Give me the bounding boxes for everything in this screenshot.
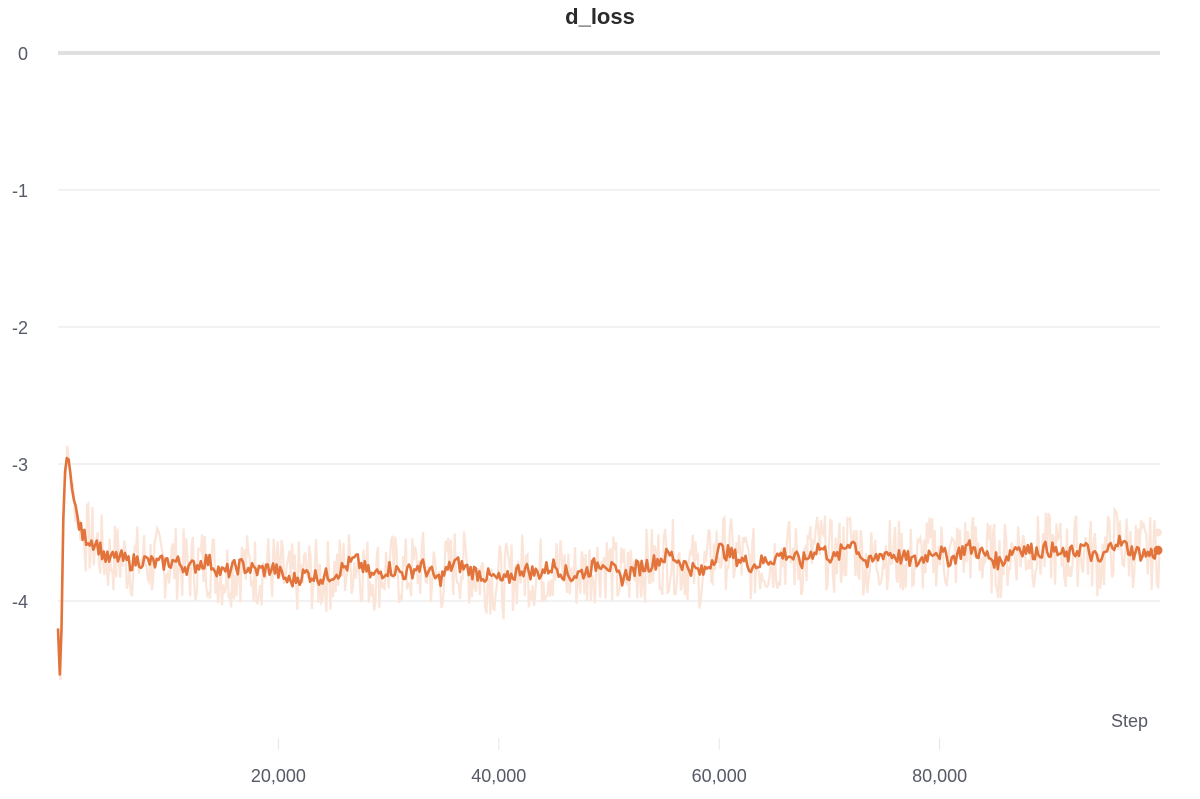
x-tick-label: 20,000 bbox=[251, 766, 306, 786]
y-tick-label: -4 bbox=[12, 592, 28, 612]
series-end-point bbox=[1153, 545, 1163, 555]
smoothed-series-line bbox=[56, 456, 1162, 676]
y-tick-label: -3 bbox=[12, 455, 28, 475]
y-tick-label: -1 bbox=[12, 181, 28, 201]
raw-series-line bbox=[56, 445, 1161, 681]
y-tick-label: -2 bbox=[12, 318, 28, 338]
x-tick-label: 40,000 bbox=[471, 766, 526, 786]
x-axis-label: Step bbox=[1111, 711, 1148, 731]
y-tick-label: 0 bbox=[18, 44, 28, 64]
raw-series-layer bbox=[56, 445, 1161, 681]
chart-title: d_loss bbox=[565, 4, 635, 29]
x-tick-label: 80,000 bbox=[912, 766, 967, 786]
x-tick-labels: 20,000 40,000 60,000 80,000 bbox=[251, 766, 967, 786]
smoothed-series-layer bbox=[56, 456, 1163, 676]
y-tick-labels: 0 -1 -2 -3 -4 bbox=[12, 44, 28, 612]
raw-end-point bbox=[1154, 528, 1162, 537]
x-tick-label: 60,000 bbox=[692, 766, 747, 786]
grid-lines bbox=[58, 51, 1160, 750]
